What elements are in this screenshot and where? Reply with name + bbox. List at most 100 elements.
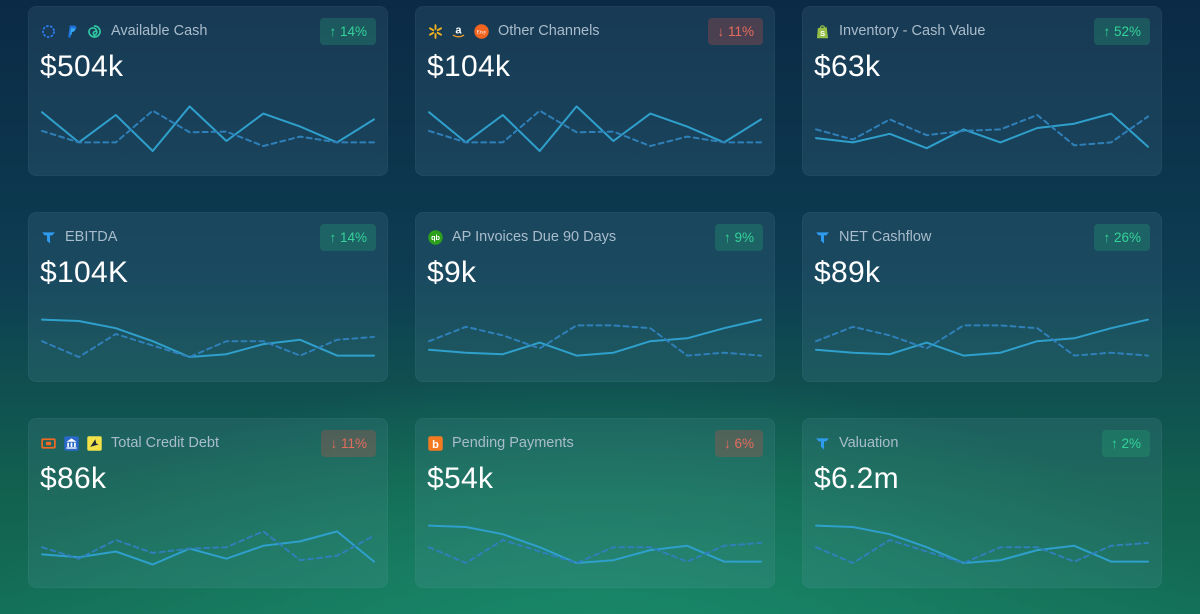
- sparkline-dashed-series: [815, 324, 1149, 357]
- shopify-icon: S: [814, 23, 831, 40]
- card-ap-invoices[interactable]: qb AP Invoices Due 90 Days ↑ 9% $9k: [415, 212, 775, 382]
- sparkline-svg: [428, 524, 762, 564]
- card-title: Total Credit Debt: [111, 435, 219, 451]
- card-value: $6.2m: [814, 462, 899, 495]
- card-value: $89k: [814, 256, 881, 289]
- sparkline-solid-series: [815, 318, 1149, 357]
- sparkline-solid-series: [41, 530, 375, 566]
- card-value: $104K: [40, 256, 129, 289]
- sparkline-solid-series: [428, 105, 762, 152]
- card-header: a Etsy Other Channels: [427, 21, 600, 41]
- card-header: Valuation: [814, 433, 898, 453]
- amazon-icon: a: [450, 23, 467, 40]
- trendy-t-icon: [814, 435, 831, 452]
- card-net-cashflow[interactable]: NET Cashflow ↑ 26% $89k: [802, 212, 1162, 382]
- credit-card-orange-icon: [40, 435, 57, 452]
- sparkline-svg: [41, 530, 375, 566]
- card-ebitda[interactable]: EBITDA ↑ 14% $104K: [28, 212, 388, 382]
- sparkline-svg: [41, 105, 375, 152]
- sparkline-solid-series: [428, 524, 762, 564]
- card-title: Valuation: [839, 435, 899, 451]
- sparkline-chart: [802, 292, 1162, 382]
- card-header: Available Cash: [40, 21, 207, 41]
- sparkline-chart: [415, 86, 775, 176]
- card-available-cash[interactable]: Available Cash ↑ 14% $504k: [28, 6, 388, 176]
- sparkline-chart: [28, 292, 388, 382]
- sparkline-solid-series: [815, 524, 1149, 564]
- sparkline-chart: [802, 498, 1162, 588]
- trend-badge: ↑ 2%: [1101, 430, 1150, 457]
- sparkline-solid-series: [41, 318, 375, 358]
- trend-badge: ↓ 11%: [708, 18, 763, 45]
- swirl-integration-icon: [86, 23, 103, 40]
- sparkline-dashed-series: [41, 109, 375, 147]
- svg-text:S: S: [820, 29, 825, 38]
- card-value: $63k: [814, 50, 881, 83]
- trend-badge: ↑ 9%: [714, 224, 763, 251]
- svg-text:Etsy: Etsy: [477, 29, 487, 35]
- card-valuation[interactable]: Valuation ↑ 2% $6.2m: [802, 418, 1162, 588]
- sparkline-solid-series: [428, 318, 762, 357]
- card-value: $54k: [427, 462, 494, 495]
- svg-text:qb: qb: [431, 233, 440, 242]
- trend-badge: ↑ 14%: [320, 224, 376, 251]
- sparkline-dashed-series: [41, 333, 375, 358]
- card-title: Other Channels: [498, 23, 600, 39]
- paypal-icon: [63, 23, 80, 40]
- svg-text:a: a: [455, 24, 462, 36]
- sparkline-dashed-series: [428, 324, 762, 357]
- bank-blue-icon: [63, 435, 80, 452]
- sparkline-svg: [815, 318, 1149, 357]
- card-header: S Inventory - Cash Value: [814, 21, 985, 41]
- sparkline-svg: [815, 524, 1149, 564]
- card-title: Inventory - Cash Value: [839, 23, 986, 39]
- sparkline-dashed-series: [815, 539, 1149, 564]
- card-total-credit-debt[interactable]: Total Credit Debt ↓ 11% $86k: [28, 418, 388, 588]
- sparkline-svg: [41, 318, 375, 358]
- card-other-channels[interactable]: a Etsy Other Channels ↓ 11% $104k: [415, 6, 775, 176]
- trendy-t-icon: [40, 229, 57, 246]
- sparkline-svg: [428, 318, 762, 357]
- sparkline-chart: [802, 86, 1162, 176]
- card-value: $504k: [40, 50, 124, 83]
- etsy-icon: Etsy: [473, 23, 490, 40]
- card-title: Available Cash: [111, 23, 208, 39]
- sparkline-svg: [428, 105, 762, 152]
- trend-badge: ↑ 52%: [1094, 18, 1150, 45]
- quickbooks-icon: qb: [427, 229, 444, 246]
- card-title: AP Invoices Due 90 Days: [452, 229, 617, 245]
- svg-text:b: b: [432, 438, 439, 450]
- card-value: $86k: [40, 462, 107, 495]
- card-title: Pending Payments: [452, 435, 574, 451]
- card-header: qb AP Invoices Due 90 Days: [427, 227, 616, 247]
- bird-yellow-icon: [86, 435, 103, 452]
- sparkline-chart: [28, 86, 388, 176]
- sparkline-dashed-series: [41, 530, 375, 562]
- card-pending-payments[interactable]: b Pending Payments ↓ 6% $54k: [415, 418, 775, 588]
- trend-badge: ↑ 14%: [320, 18, 376, 45]
- card-header: b Pending Payments: [427, 433, 574, 453]
- trendy-t-icon: [814, 229, 831, 246]
- sparkline-dashed-series: [428, 539, 762, 564]
- card-value: $9k: [427, 256, 477, 289]
- card-title: NET Cashflow: [839, 229, 932, 245]
- walmart-icon: [427, 23, 444, 40]
- trend-badge: ↓ 6%: [714, 430, 763, 457]
- trend-badge: ↓ 11%: [321, 430, 376, 457]
- sparkline-chart: [28, 498, 388, 588]
- bill-com-icon: b: [427, 435, 444, 452]
- card-header: Total Credit Debt: [40, 433, 219, 453]
- card-inventory-cash-value[interactable]: S Inventory - Cash Value ↑ 52% $63k: [802, 6, 1162, 176]
- sparkline-solid-series: [815, 112, 1149, 150]
- card-header: NET Cashflow: [814, 227, 931, 247]
- card-value: $104k: [427, 50, 511, 83]
- sparkline-chart: [415, 292, 775, 382]
- circle-integration-icon: [40, 23, 57, 40]
- trend-badge: ↑ 26%: [1094, 224, 1150, 251]
- sparkline-dashed-series: [428, 109, 762, 147]
- sparkline-solid-series: [41, 105, 375, 152]
- sparkline-svg: [815, 112, 1149, 150]
- card-header: EBITDA: [40, 227, 117, 247]
- card-title: EBITDA: [65, 229, 118, 245]
- sparkline-chart: [415, 498, 775, 588]
